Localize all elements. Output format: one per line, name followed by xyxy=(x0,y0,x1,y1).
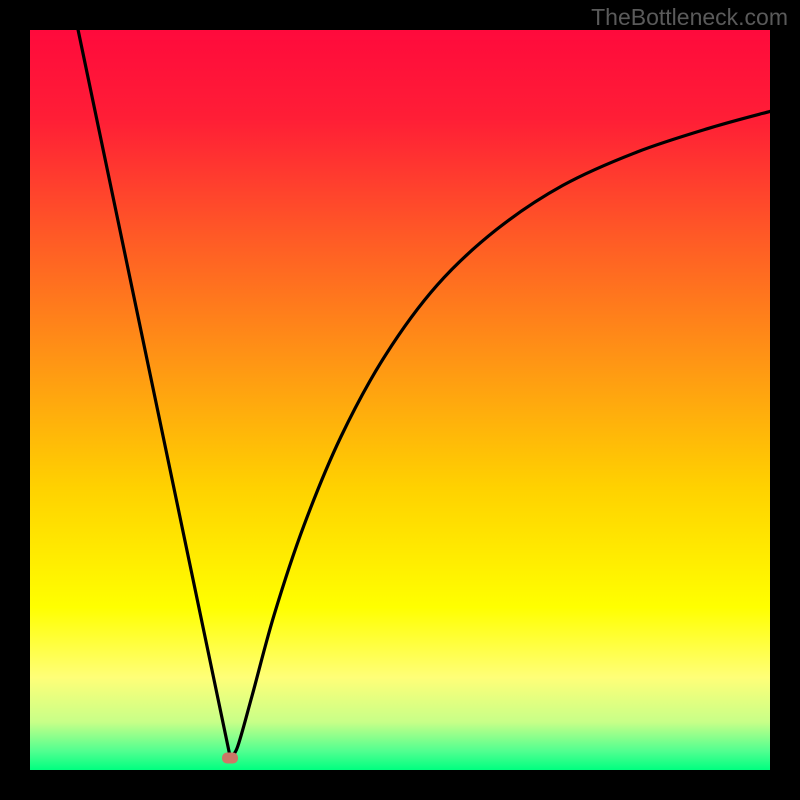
watermark-label: TheBottleneck.com xyxy=(591,4,788,31)
bottleneck-curve xyxy=(30,30,770,770)
plot-area xyxy=(30,30,770,770)
optimum-marker xyxy=(222,753,238,764)
chart-frame xyxy=(0,0,800,800)
